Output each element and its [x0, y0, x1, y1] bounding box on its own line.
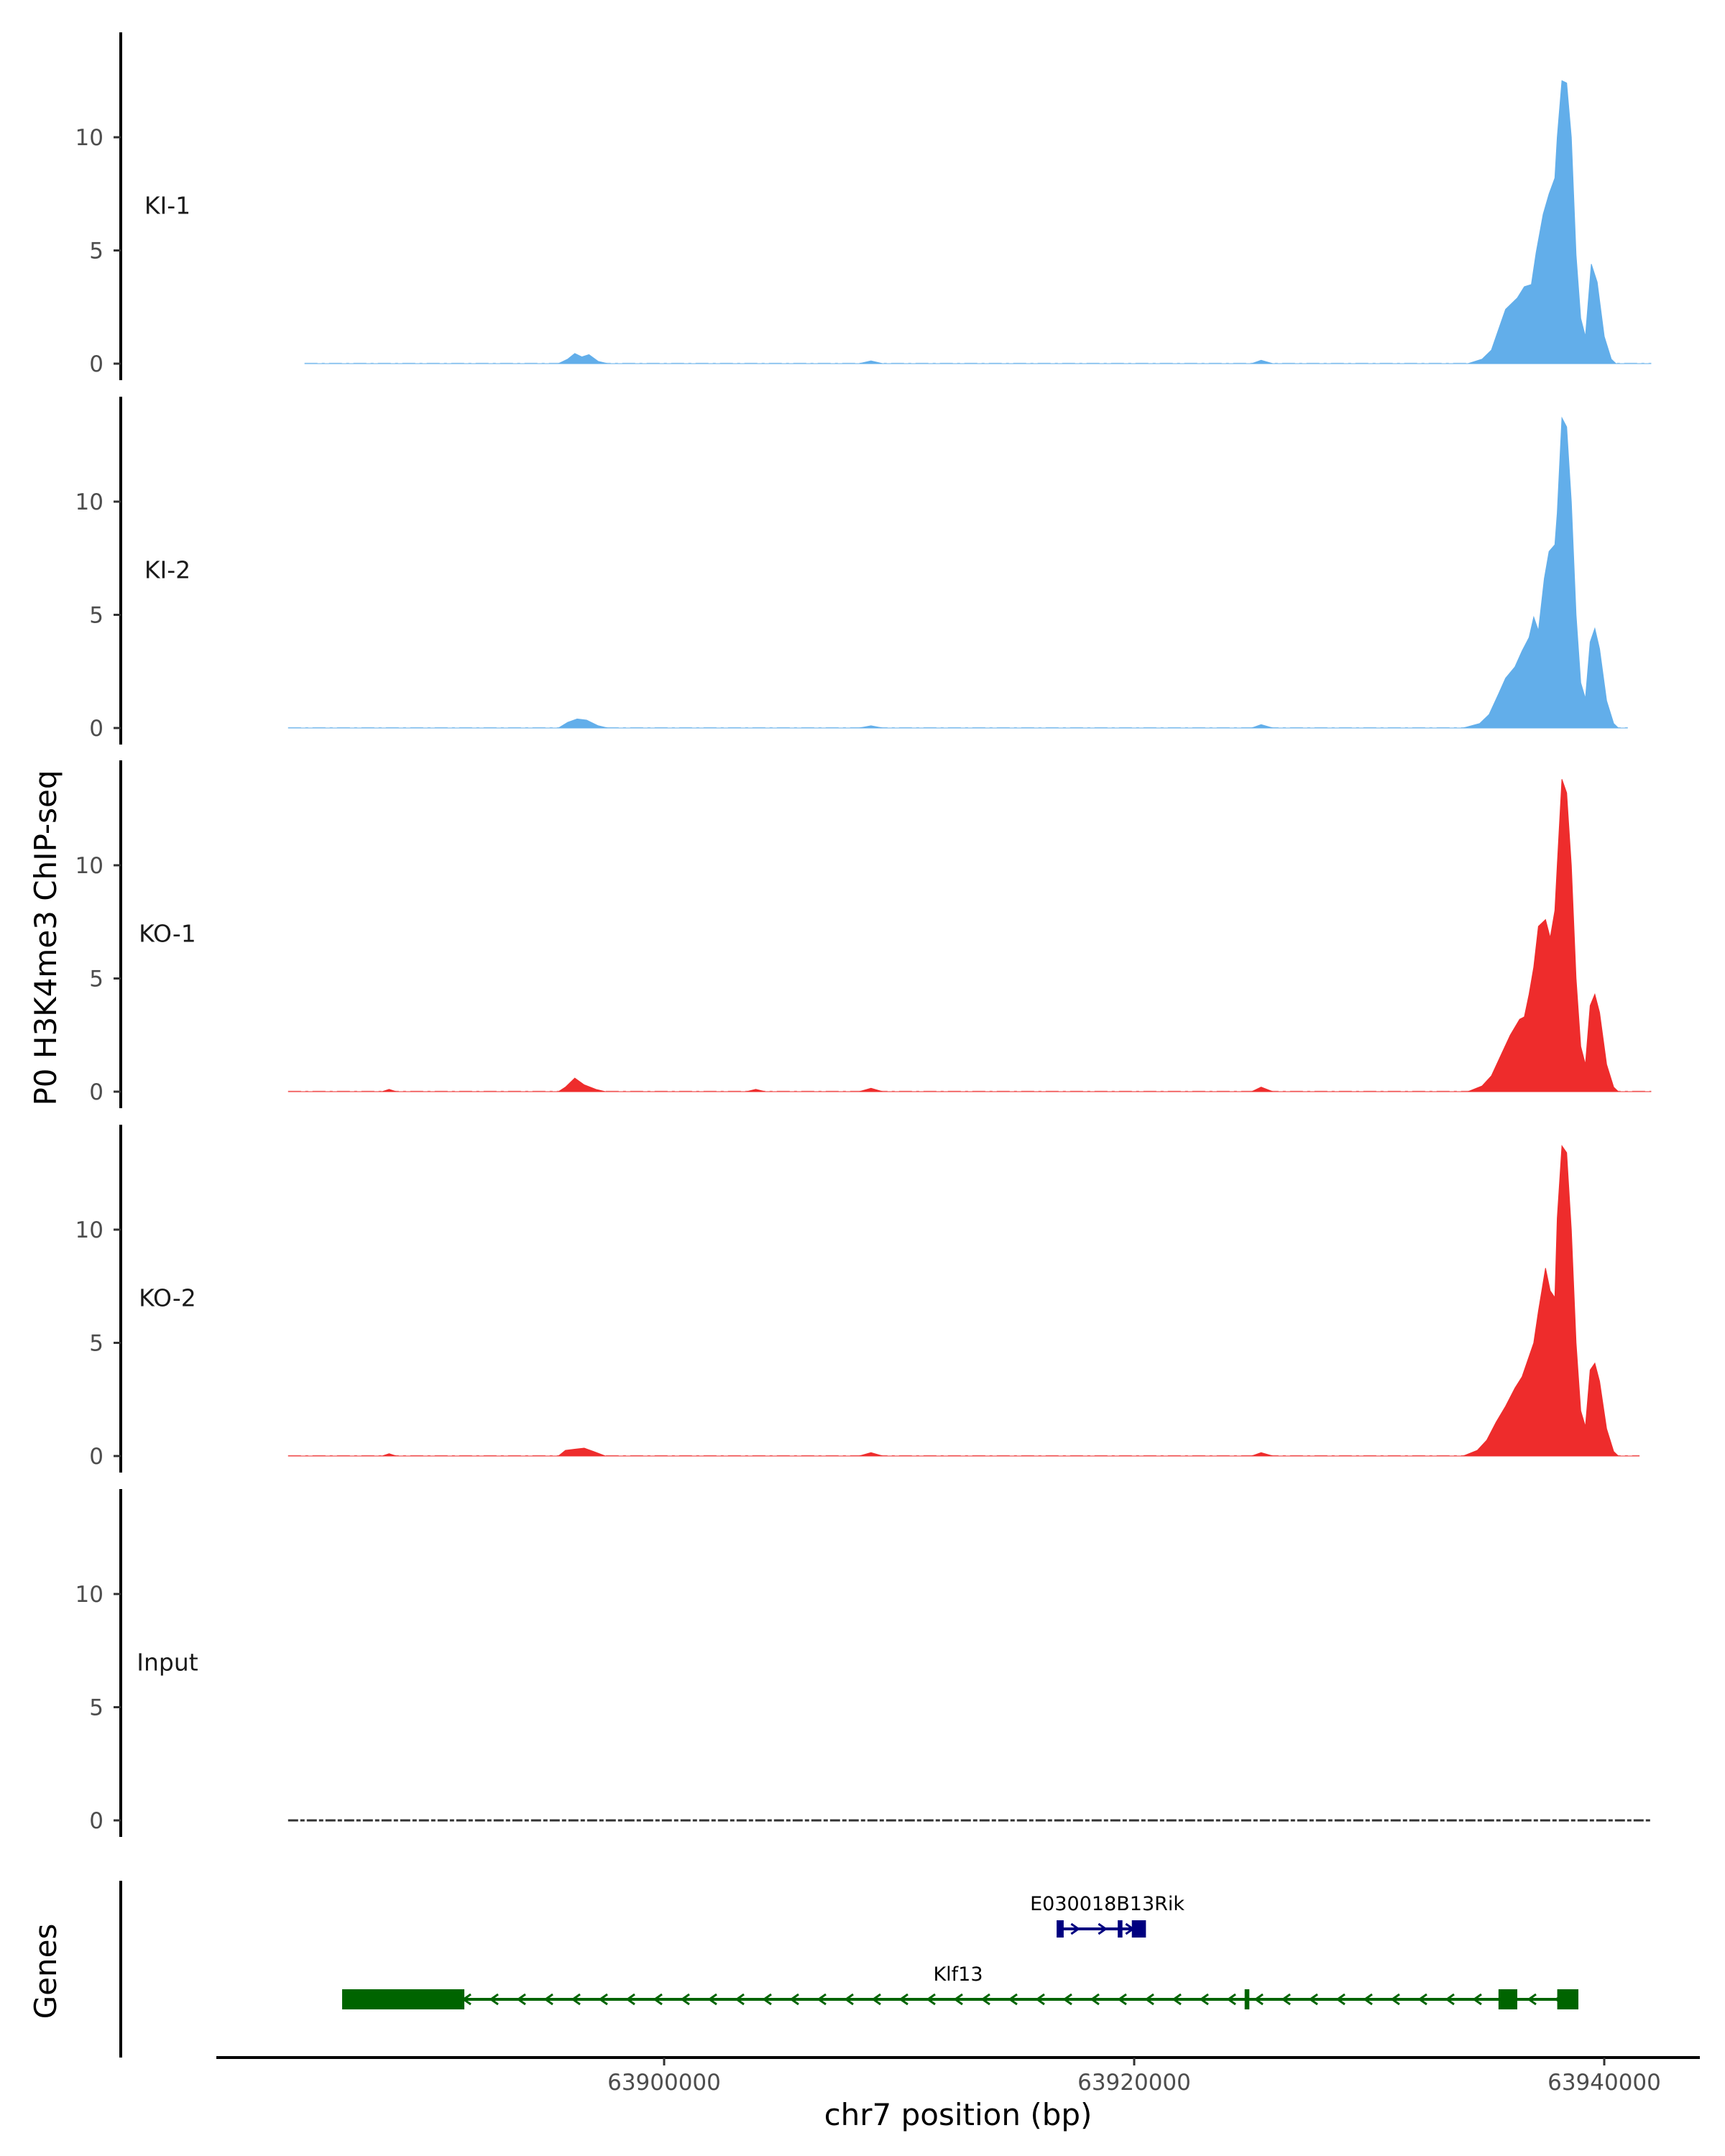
- strand-arrow: [1199, 1993, 1209, 2006]
- strand-arrow: [516, 1993, 526, 2006]
- gene-exon: [1498, 1989, 1518, 2009]
- strand-arrow: [898, 1993, 908, 2006]
- strand-arrow: [1144, 1993, 1154, 2006]
- track-label: Input: [137, 1649, 198, 1677]
- y-tick-label: 5: [89, 239, 104, 264]
- y-tick-label: 5: [89, 967, 104, 992]
- strand-arrow: [1035, 1993, 1045, 2006]
- track-label: KO-1: [139, 920, 196, 948]
- x-axis: 63900000 63920000 63940000: [216, 2056, 1700, 2096]
- genes-axis-title: Genes: [28, 1924, 63, 2019]
- strand-arrow: [735, 1993, 745, 2006]
- track-ko-2: 0 5 10 KO-2: [75, 1125, 1640, 1473]
- gene-exon: [1557, 1989, 1579, 2009]
- strand-arrow: [926, 1993, 936, 2006]
- strand-arrow: [1070, 1922, 1080, 1935]
- strand-arrow: [1472, 1993, 1482, 2006]
- gene-exon: [1057, 1920, 1064, 1938]
- strand-arrow: [653, 1993, 663, 2006]
- y-tick-label: 0: [89, 1079, 104, 1105]
- gene-e030018b13rik: E030018B13Rik: [1030, 1893, 1184, 1938]
- strand-arrow: [789, 1993, 799, 2006]
- gene-exon: [1244, 1989, 1250, 2009]
- strand-arrow: [1363, 1993, 1373, 2006]
- gene-klf13: Klf13: [342, 1963, 1579, 2009]
- track-label: KI-1: [144, 192, 190, 220]
- gene-exon: [342, 1989, 465, 2009]
- strand-arrow: [1335, 1993, 1346, 2006]
- x-axis-title: chr7 position (bp): [824, 2097, 1092, 2132]
- track-ko-1: 0 5 10 KO-1: [75, 760, 1652, 1108]
- track-ki-2: 0 5 10 KI-2: [75, 397, 1628, 745]
- gene-exon: [1131, 1920, 1146, 1938]
- gene-exon: [1118, 1920, 1123, 1938]
- strand-arrow: [1226, 1993, 1236, 2006]
- signal-area: [288, 416, 1628, 729]
- signal-tracks: 0 5 10 KI-1 0 5 10 KI-2 0 5 10 KO-1 0 5 10 KO-2 0 5 10 Inpu…: [75, 32, 1652, 1837]
- strand-arrow: [844, 1993, 854, 2006]
- strand-arrow: [1390, 1993, 1400, 2006]
- strand-arrow: [1308, 1993, 1318, 2006]
- y-tick-label: 10: [75, 489, 104, 515]
- strand-arrow: [489, 1993, 499, 2006]
- genes-track: E030018B13Rik Klf13: [119, 1881, 1579, 2058]
- strand-arrow: [1062, 1993, 1072, 2006]
- strand-arrow: [1254, 1993, 1264, 2006]
- strand-arrow: [543, 1993, 553, 2006]
- strand-arrow: [1098, 1922, 1108, 1935]
- y-tick-label: 10: [75, 1217, 104, 1243]
- strand-arrow: [871, 1993, 881, 2006]
- y-tick-label: 10: [75, 853, 104, 879]
- strand-arrow: [1527, 1993, 1537, 2006]
- strand-arrow: [625, 1993, 635, 2006]
- track-ki-1: 0 5 10 KI-1: [75, 32, 1652, 380]
- strand-arrow: [762, 1993, 772, 2006]
- signal-area: [288, 779, 1652, 1092]
- y-tick-label: 5: [89, 603, 104, 629]
- strand-arrow: [980, 1993, 990, 2006]
- track-label: KO-2: [139, 1284, 196, 1312]
- x-tick-label: 63940000: [1547, 2070, 1661, 2096]
- y-tick-label: 5: [89, 1331, 104, 1357]
- strand-arrow: [953, 1993, 963, 2006]
- strand-arrow: [598, 1993, 608, 2006]
- y-tick-label: 0: [89, 1444, 104, 1470]
- y-axis-title: P0 H3K4me3 ChIP-seq: [28, 770, 63, 1105]
- y-tick-label: 10: [75, 125, 104, 151]
- x-tick-label: 63920000: [1077, 2070, 1191, 2096]
- y-tick-label: 0: [89, 1808, 104, 1834]
- track-label: KI-2: [144, 556, 190, 584]
- strand-arrow: [816, 1993, 827, 2006]
- strand-arrow: [707, 1993, 717, 2006]
- strand-arrow: [1117, 1993, 1127, 2006]
- signal-area: [288, 1145, 1640, 1457]
- strand-arrow: [1445, 1993, 1455, 2006]
- signal-area: [304, 80, 1652, 364]
- y-tick-label: 10: [75, 1582, 104, 1608]
- track-input: 0 5 10 Input: [75, 1489, 1652, 1837]
- y-tick-label: 0: [89, 351, 104, 377]
- strand-arrow: [1281, 1993, 1291, 2006]
- strand-arrow: [1008, 1993, 1018, 2006]
- strand-arrow: [571, 1993, 581, 2006]
- strand-arrow: [1090, 1993, 1100, 2006]
- y-tick-label: 0: [89, 716, 104, 742]
- strand-arrow: [1417, 1993, 1427, 2006]
- x-tick-label: 63900000: [607, 2070, 721, 2096]
- gene-label: E030018B13Rik: [1030, 1893, 1184, 1915]
- strand-arrow: [680, 1993, 690, 2006]
- y-tick-label: 5: [89, 1695, 104, 1721]
- gene-label: Klf13: [933, 1963, 983, 1986]
- strand-arrow: [1172, 1993, 1182, 2006]
